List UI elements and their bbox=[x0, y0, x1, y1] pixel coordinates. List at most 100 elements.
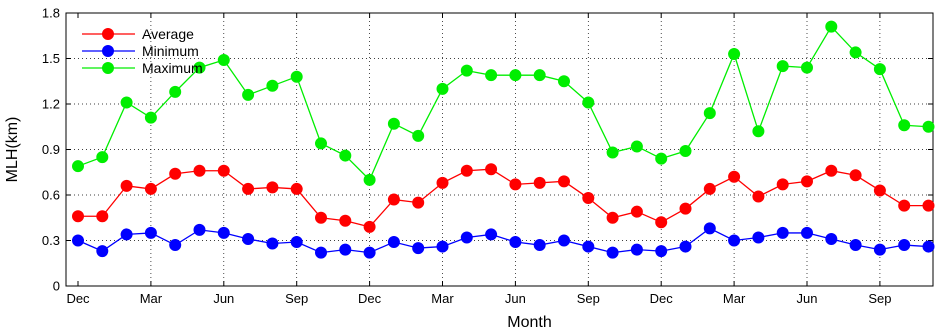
data-point bbox=[169, 85, 182, 98]
data-point bbox=[630, 205, 643, 218]
legend-item: Average bbox=[82, 26, 194, 42]
data-point bbox=[801, 226, 813, 239]
data-point bbox=[849, 169, 862, 182]
data-point bbox=[873, 63, 886, 76]
legend-marker bbox=[102, 28, 114, 40]
data-point bbox=[752, 231, 765, 244]
y-tick-label: 0.6 bbox=[42, 188, 60, 203]
data-point bbox=[679, 240, 692, 253]
series-maximum bbox=[72, 20, 935, 186]
data-point bbox=[922, 199, 935, 212]
data-point bbox=[655, 216, 668, 229]
data-point bbox=[873, 184, 886, 197]
legend-item: Maximum bbox=[82, 60, 203, 76]
data-point bbox=[533, 176, 546, 189]
data-point bbox=[801, 175, 813, 188]
data-point bbox=[266, 79, 279, 92]
data-point bbox=[728, 47, 741, 60]
y-tick-label: 0.3 bbox=[42, 233, 60, 248]
axis-ticks: 0 0.3 0.6 0.9 1.2 1.5 1.8 Dec Mar Jun Sep Dec Mar Jun… bbox=[42, 6, 933, 306]
data-point bbox=[242, 88, 255, 101]
x-tick-label: Dec bbox=[66, 291, 90, 306]
data-point bbox=[801, 61, 813, 74]
data-point bbox=[898, 119, 911, 132]
grid bbox=[66, 13, 933, 286]
data-point bbox=[339, 149, 352, 162]
data-point bbox=[485, 69, 498, 82]
data-point bbox=[825, 164, 838, 177]
data-point bbox=[315, 137, 327, 150]
data-point bbox=[630, 140, 643, 153]
data-point bbox=[120, 179, 133, 192]
data-point bbox=[242, 232, 255, 245]
data-point bbox=[460, 64, 473, 77]
data-point bbox=[315, 211, 327, 224]
data-point bbox=[655, 245, 668, 258]
data-point bbox=[752, 125, 765, 138]
data-point bbox=[412, 196, 425, 209]
data-point bbox=[363, 173, 376, 186]
data-point bbox=[606, 211, 619, 224]
data-point bbox=[387, 117, 400, 130]
data-point bbox=[266, 237, 279, 250]
data-point bbox=[703, 107, 716, 120]
y-tick-label: 1.5 bbox=[42, 51, 60, 66]
data-point bbox=[169, 239, 182, 252]
data-point bbox=[460, 164, 473, 177]
data-point bbox=[825, 20, 838, 33]
data-point bbox=[144, 111, 157, 124]
data-point bbox=[193, 223, 206, 236]
data-point bbox=[436, 176, 449, 189]
data-point bbox=[120, 228, 133, 241]
data-point bbox=[485, 163, 498, 176]
data-point bbox=[363, 220, 376, 233]
data-point bbox=[290, 182, 303, 195]
y-tick-label: 0 bbox=[53, 279, 60, 294]
data-point bbox=[412, 242, 425, 255]
data-point bbox=[922, 240, 935, 253]
data-point bbox=[387, 236, 400, 249]
data-point bbox=[630, 243, 643, 256]
data-point bbox=[144, 182, 157, 195]
data-point bbox=[72, 234, 84, 247]
x-tick-label: Sep bbox=[577, 291, 600, 306]
data-point bbox=[460, 231, 473, 244]
data-point bbox=[387, 193, 400, 206]
data-point bbox=[436, 82, 449, 95]
data-point bbox=[217, 226, 230, 239]
y-tick-label: 1.8 bbox=[42, 6, 60, 21]
data-point bbox=[582, 192, 595, 205]
data-point bbox=[849, 239, 862, 252]
data-point bbox=[776, 226, 789, 239]
data-point bbox=[873, 243, 886, 256]
data-point bbox=[315, 246, 327, 259]
data-point bbox=[169, 167, 182, 180]
data-point bbox=[96, 245, 109, 258]
data-point bbox=[72, 210, 84, 223]
data-point bbox=[339, 243, 352, 256]
data-point bbox=[120, 96, 133, 109]
data-point bbox=[412, 129, 425, 142]
x-tick-label: Dec bbox=[358, 291, 382, 306]
data-point bbox=[582, 96, 595, 109]
legend-marker bbox=[102, 45, 114, 57]
data-point bbox=[776, 178, 789, 191]
data-point bbox=[679, 145, 692, 158]
x-tick-label: Dec bbox=[650, 291, 674, 306]
data-point bbox=[290, 70, 303, 83]
x-tick-label: Jun bbox=[505, 291, 526, 306]
x-tick-label: Mar bbox=[140, 291, 163, 306]
data-point bbox=[193, 164, 206, 177]
legend-label: Minimum bbox=[142, 43, 199, 59]
data-point bbox=[363, 246, 376, 259]
data-point bbox=[266, 181, 279, 194]
x-tick-label: Mar bbox=[431, 291, 454, 306]
data-point bbox=[436, 240, 449, 253]
data-point bbox=[558, 75, 570, 88]
data-point bbox=[776, 60, 789, 73]
data-point bbox=[242, 182, 255, 195]
y-tick-label: 1.2 bbox=[42, 97, 60, 112]
data-point bbox=[217, 164, 230, 177]
